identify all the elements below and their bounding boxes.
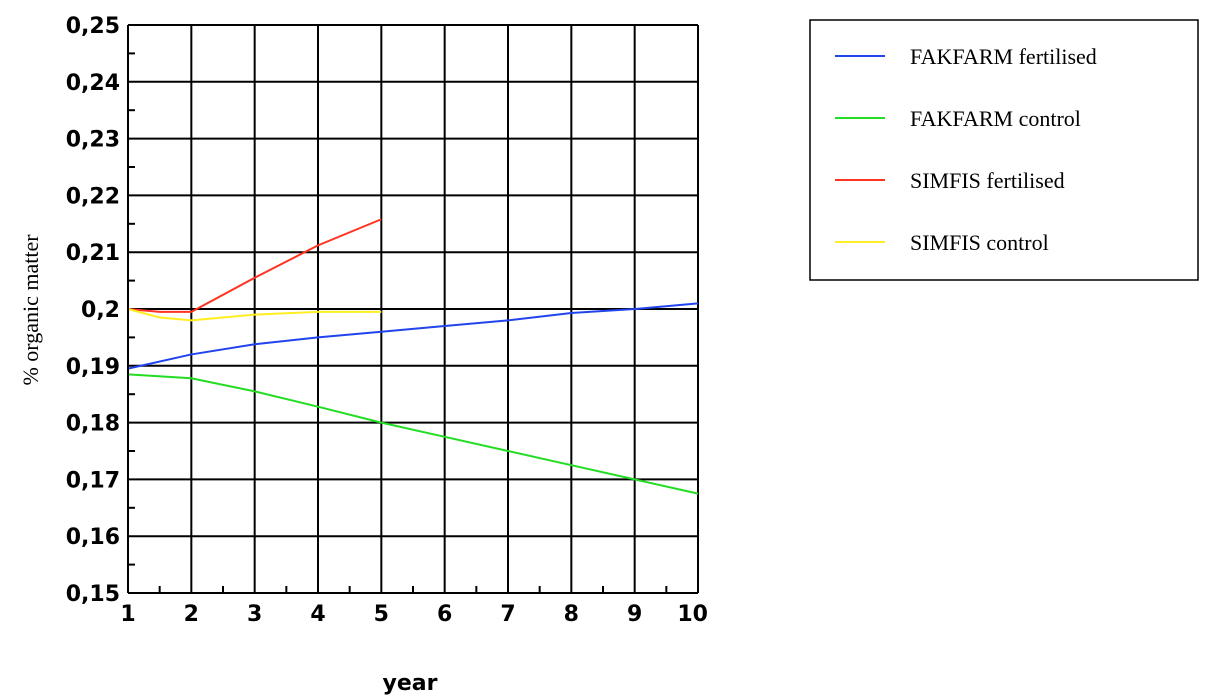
series-lines [127,218,699,495]
y-tick-label: 0,16 [66,525,120,550]
x-tick-label: 8 [564,602,579,627]
x-tick-label: 5 [374,602,389,627]
legend-label: FAKFARM control [910,106,1081,131]
y-tick-label: 0,2 [81,298,120,323]
y-tick-label: 0,25 [66,14,120,39]
series-line [127,302,699,370]
x-tick-label: 9 [627,602,642,627]
grid [127,24,699,594]
y-tick-label: 0,15 [66,582,120,607]
legend-box [809,19,1199,281]
x-tick-label: 6 [437,602,452,627]
series-line [127,373,699,495]
x-tick-label: 10 [677,602,708,627]
y-tick-label: 0,19 [66,355,120,380]
x-tick-label: 1 [120,602,135,627]
x-axis-label: year [383,671,438,696]
y-axis-label: % organic matter [18,234,43,386]
y-tick-label: 0,22 [66,184,120,209]
x-tick-label: 4 [310,602,325,627]
legend-label: FAKFARM fertilised [910,44,1097,69]
x-tick-label: 7 [500,602,515,627]
x-tick-label: 3 [247,602,262,627]
x-tick-label: 2 [184,602,199,627]
axes [127,25,698,594]
series-line [127,308,382,322]
y-tick-label: 0,18 [66,412,120,437]
y-tick-label: 0,17 [66,468,120,493]
series-line [127,218,382,313]
tick-labels: 0,15 0,16 0,17 0,18 0,19 0,2 0,21 0,22 0,23 0,24 0… [66,14,708,627]
y-tick-label: 0,23 [66,128,120,153]
legend-label: SIMFIS fertilised [910,168,1065,193]
legend-label: SIMFIS control [910,230,1049,255]
y-tick-label: 0,21 [66,241,120,266]
y-tick-label: 0,24 [66,71,120,96]
legend: FAKFARM fertilised FAKFARM control SIMFIS … [809,19,1199,281]
